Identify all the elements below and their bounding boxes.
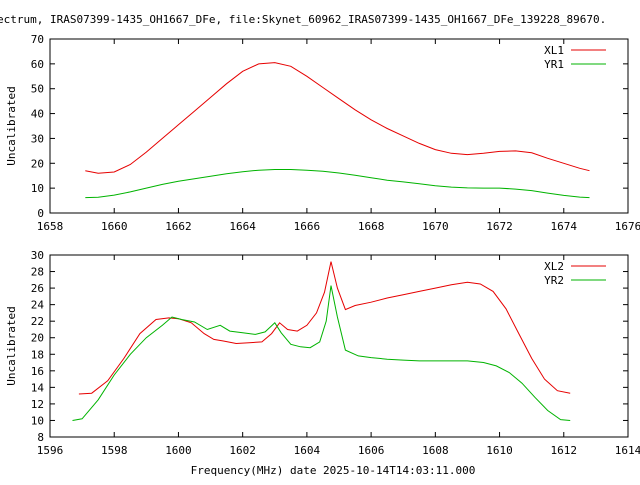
y-tick-label: 26 [31,282,44,295]
x-axis-label: Frequency(MHz) date 2025-10-14T14:03:11.… [191,464,476,477]
y-tick-label: 10 [31,182,44,195]
y-tick-label: 12 [31,398,44,411]
x-tick-label: 1608 [422,444,449,457]
x-tick-label: 1604 [294,444,321,457]
y-tick-label: 18 [31,348,44,361]
y-axis-label: Uncalibrated [5,306,18,385]
x-tick-label: 1658 [37,220,64,233]
y-tick-label: 28 [31,266,44,279]
x-tick-label: 1602 [229,444,256,457]
y-tick-label: 70 [31,33,44,46]
y-tick-label: 0 [37,207,44,220]
legend-label: XL1 [544,44,564,57]
y-tick-label: 20 [31,332,44,345]
y-tick-label: 20 [31,157,44,170]
figure-title: ectrum, IRAS07399-1435_OH1667_DFe, file:… [0,13,606,26]
x-tick-label: 1610 [486,444,513,457]
plot-frame [49,38,629,214]
x-tick-label: 1660 [101,220,128,233]
y-tick-label: 50 [31,83,44,96]
series-line-yr1 [85,169,590,199]
y-tick-label: 8 [37,431,44,444]
y-tick-label: 24 [31,299,45,312]
x-tick-label: 1612 [551,444,578,457]
y-axis-label: Uncalibrated [5,86,18,165]
y-tick-label: 30 [31,249,44,262]
x-tick-label: 1600 [165,444,192,457]
x-tick-label: 1596 [37,444,64,457]
y-tick-label: 14 [31,381,45,394]
x-tick-label: 1606 [358,444,385,457]
y-tick-label: 22 [31,315,44,328]
x-tick-label: 1666 [294,220,321,233]
x-tick-label: 1676 [615,220,640,233]
y-tick-label: 30 [31,132,44,145]
y-tick-label: 16 [31,365,44,378]
series-line-xl2 [78,261,571,395]
x-tick-label: 1614 [615,444,640,457]
x-tick-label: 1668 [358,220,385,233]
legend-label: YR1 [544,58,564,71]
x-tick-label: 1598 [101,444,128,457]
series-line-yr2 [72,285,571,421]
panel-2: 1596 1598 1600 1602 1604 1606 1608 1610 1612 1614… [5,249,640,457]
legend-label: YR2 [544,274,564,287]
x-tick-label: 1662 [165,220,192,233]
legend-label: XL2 [544,260,564,273]
plot-frame [49,254,629,438]
x-tick-label: 1674 [551,220,578,233]
x-tick-label: 1670 [422,220,449,233]
y-tick-label: 60 [31,58,44,71]
series-line-xl1 [85,62,590,174]
y-tick-label: 40 [31,108,44,121]
y-tick-label: 10 [31,414,44,427]
x-tick-label: 1672 [486,220,513,233]
panel-1: 1658 1660 1662 1664 1666 1668 1670 1672 1674 1676… [5,33,640,233]
x-tick-label: 1664 [229,220,256,233]
